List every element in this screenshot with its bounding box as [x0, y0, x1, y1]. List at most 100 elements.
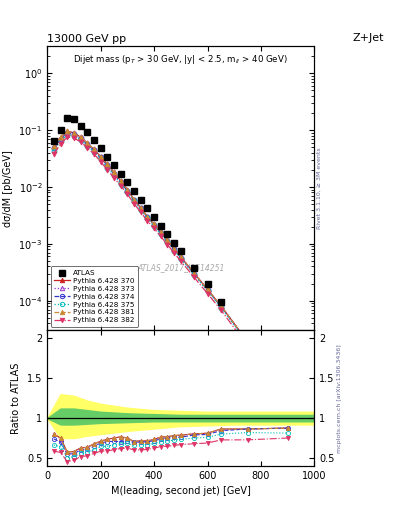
Pythia 6.428 381 — [132, 197, 136, 203]
ATLAS — [98, 145, 103, 152]
Pythia 6.428 375 — [158, 231, 163, 237]
Pythia 6.428 381 — [105, 161, 110, 167]
Pythia 6.428 375 — [132, 198, 136, 204]
Pythia 6.428 374 — [158, 230, 163, 236]
Pythia 6.428 382 — [172, 250, 176, 256]
ATLAS — [51, 138, 56, 144]
ATLAS — [192, 265, 196, 271]
ATLAS — [92, 137, 96, 143]
Legend: ATLAS, Pythia 6.428 370, Pythia 6.428 373, Pythia 6.428 374, Pythia 6.428 375, P: ATLAS, Pythia 6.428 370, Pythia 6.428 37… — [51, 266, 138, 327]
ATLAS — [152, 214, 156, 220]
Text: 13000 GeV pp: 13000 GeV pp — [47, 34, 126, 44]
Pythia 6.428 373 — [152, 221, 156, 227]
Pythia 6.428 382 — [132, 201, 136, 207]
Pythia 6.428 375 — [65, 132, 70, 138]
Pythia 6.428 373 — [65, 129, 70, 135]
ATLAS — [245, 335, 250, 341]
Pythia 6.428 375 — [105, 164, 110, 170]
Pythia 6.428 370 — [138, 205, 143, 211]
Pythia 6.428 375 — [78, 137, 83, 143]
Pythia 6.428 370 — [92, 146, 96, 153]
Pythia 6.428 374 — [178, 254, 183, 261]
Pythia 6.428 370 — [178, 254, 183, 260]
Line: Pythia 6.428 373: Pythia 6.428 373 — [51, 129, 290, 409]
Pythia 6.428 382 — [58, 141, 63, 147]
Line: Pythia 6.428 370: Pythia 6.428 370 — [51, 129, 290, 409]
Pythia 6.428 370 — [85, 140, 90, 146]
Pythia 6.428 382 — [92, 151, 96, 157]
Line: Pythia 6.428 381: Pythia 6.428 381 — [51, 129, 290, 409]
Pythia 6.428 381 — [192, 270, 196, 276]
Pythia 6.428 382 — [285, 407, 290, 413]
Pythia 6.428 373 — [85, 140, 90, 146]
Pythia 6.428 370 — [58, 134, 63, 140]
Pythia 6.428 382 — [105, 167, 110, 173]
Pythia 6.428 373 — [145, 214, 150, 220]
Pythia 6.428 381 — [138, 205, 143, 211]
Pythia 6.428 381 — [178, 254, 183, 260]
Pythia 6.428 381 — [245, 339, 250, 345]
Pythia 6.428 381 — [112, 169, 116, 176]
Pythia 6.428 382 — [165, 242, 170, 248]
Pythia 6.428 370 — [245, 339, 250, 345]
Pythia 6.428 381 — [205, 286, 210, 292]
Pythia 6.428 373 — [285, 403, 290, 409]
Pythia 6.428 374 — [72, 131, 76, 137]
Pythia 6.428 381 — [158, 229, 163, 236]
Pythia 6.428 382 — [72, 135, 76, 141]
Pythia 6.428 381 — [125, 186, 130, 193]
Text: Z+Jet: Z+Jet — [353, 33, 384, 43]
Pythia 6.428 370 — [118, 178, 123, 184]
ATLAS — [172, 240, 176, 246]
Pythia 6.428 382 — [118, 183, 123, 189]
Pythia 6.428 374 — [105, 162, 110, 168]
Pythia 6.428 370 — [105, 161, 110, 167]
Pythia 6.428 373 — [51, 143, 56, 150]
Pythia 6.428 370 — [165, 238, 170, 244]
Pythia 6.428 381 — [285, 403, 290, 409]
Pythia 6.428 375 — [152, 223, 156, 229]
Pythia 6.428 374 — [138, 205, 143, 211]
Pythia 6.428 375 — [219, 305, 223, 311]
Pythia 6.428 375 — [172, 248, 176, 254]
Pythia 6.428 373 — [245, 339, 250, 345]
Pythia 6.428 374 — [112, 171, 116, 177]
Pythia 6.428 370 — [205, 286, 210, 292]
Pythia 6.428 374 — [152, 222, 156, 228]
Pythia 6.428 381 — [118, 178, 123, 184]
Pythia 6.428 375 — [118, 180, 123, 186]
Pythia 6.428 374 — [145, 214, 150, 220]
ATLAS — [58, 127, 63, 133]
Pythia 6.428 370 — [78, 134, 83, 140]
Pythia 6.428 382 — [125, 191, 130, 197]
ATLAS — [205, 281, 210, 287]
Pythia 6.428 373 — [138, 205, 143, 211]
Pythia 6.428 373 — [178, 254, 183, 260]
Pythia 6.428 382 — [65, 134, 70, 140]
Pythia 6.428 382 — [78, 139, 83, 145]
Line: Pythia 6.428 382: Pythia 6.428 382 — [51, 135, 290, 413]
Pythia 6.428 373 — [72, 130, 76, 136]
Pythia 6.428 382 — [219, 307, 223, 313]
Pythia 6.428 374 — [205, 287, 210, 293]
Pythia 6.428 381 — [172, 246, 176, 252]
ATLAS — [72, 116, 76, 122]
Pythia 6.428 375 — [178, 255, 183, 262]
Pythia 6.428 382 — [145, 218, 150, 224]
Pythia 6.428 381 — [85, 140, 90, 146]
Pythia 6.428 382 — [98, 159, 103, 165]
Pythia 6.428 382 — [51, 151, 56, 157]
Pythia 6.428 381 — [58, 134, 63, 140]
Pythia 6.428 370 — [145, 214, 150, 220]
Pythia 6.428 370 — [98, 154, 103, 160]
Pythia 6.428 382 — [205, 290, 210, 296]
ATLAS — [165, 231, 170, 237]
Pythia 6.428 370 — [192, 270, 196, 276]
Pythia 6.428 381 — [78, 134, 83, 140]
Pythia 6.428 375 — [165, 239, 170, 245]
ATLAS — [132, 188, 136, 194]
ATLAS — [118, 171, 123, 177]
Pythia 6.428 375 — [112, 173, 116, 179]
Pythia 6.428 374 — [125, 187, 130, 194]
Pythia 6.428 374 — [245, 339, 250, 345]
